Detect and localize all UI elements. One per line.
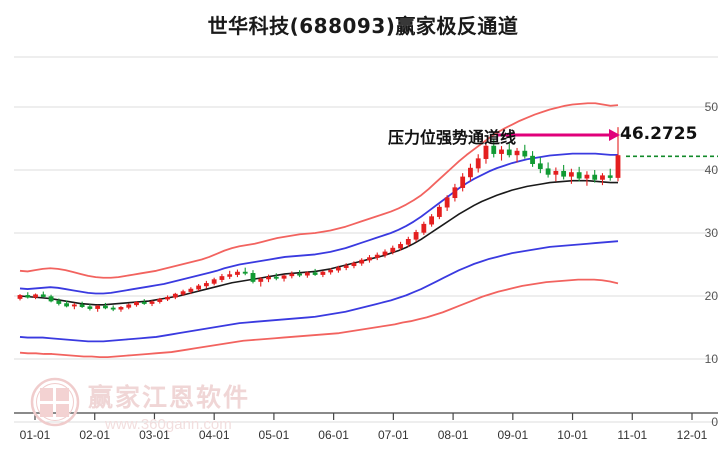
svg-text:50: 50 (705, 100, 719, 114)
y-axis-tick-labels: 0 10 20 30 40 50 (705, 100, 719, 429)
svg-text:01-01: 01-01 (20, 428, 51, 442)
svg-text:09-01: 09-01 (497, 428, 528, 442)
svg-text:04-01: 04-01 (199, 428, 230, 442)
svg-text:11-01: 11-01 (617, 428, 647, 442)
svg-text:0: 0 (711, 415, 718, 429)
svg-text:02-01: 02-01 (79, 428, 110, 442)
svg-text:20: 20 (705, 289, 719, 303)
gridlines (14, 56, 718, 423)
x-axis (14, 412, 718, 420)
annotation-value: 46.2725 (620, 124, 698, 144)
svg-text:12-01: 12-01 (677, 428, 708, 442)
svg-text:06-01: 06-01 (318, 428, 349, 442)
annotation-label: 压力位强势通道线 (388, 128, 517, 147)
channel-lines (19, 102, 619, 359)
svg-text:30: 30 (705, 226, 719, 240)
svg-text:08-01: 08-01 (438, 428, 469, 442)
svg-text:40: 40 (705, 163, 719, 177)
svg-text:05-01: 05-01 (259, 428, 290, 442)
annotation-arrow (497, 129, 620, 141)
svg-text:10: 10 (705, 352, 719, 366)
svg-text:10-01: 10-01 (557, 428, 588, 442)
candlestick-series (17, 127, 621, 312)
svg-text:07-01: 07-01 (378, 428, 409, 442)
x-axis-tick-labels: 01-01 02-01 03-01 04-01 05-01 06-01 07-01 08-01… (20, 428, 708, 442)
svg-text:03-01: 03-01 (139, 428, 170, 442)
page-title: 世华科技(688093)赢家极反通道 (207, 14, 519, 38)
